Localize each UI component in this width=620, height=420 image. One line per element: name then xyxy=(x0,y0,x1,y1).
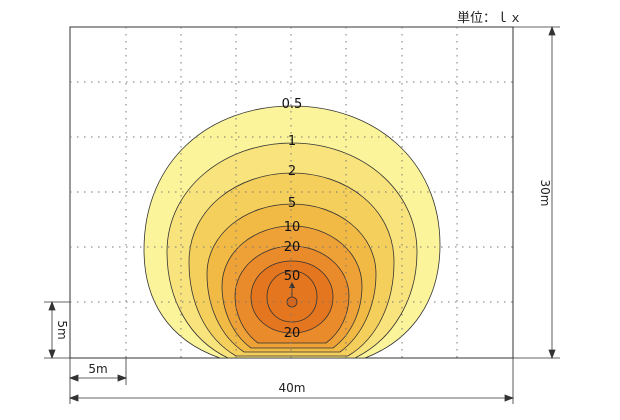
dimension-width-grid xyxy=(68,358,128,404)
contour-labels: 0.5 1 2 5 10 20 50 20 xyxy=(282,97,303,341)
contour-label-0.5: 0.5 xyxy=(282,97,303,112)
unit-label: 単位：ｌｘ xyxy=(457,10,522,26)
contour-label-20-lower: 20 xyxy=(284,326,301,341)
contour-areas xyxy=(143,105,441,359)
dimension-width-total-label: 40m xyxy=(279,381,306,395)
contour-label-1: 1 xyxy=(288,134,296,149)
contour-label-5: 5 xyxy=(288,196,296,211)
contour-label-50: 50 xyxy=(284,269,301,284)
dimension-height-total xyxy=(513,25,560,360)
dimension-width-grid-label: 5m xyxy=(88,362,107,376)
dimension-width-total xyxy=(68,358,515,404)
dimension-height-total-label: 30m xyxy=(538,180,552,207)
dimension-height-grid-label: 5m xyxy=(55,320,69,339)
contour-label-2: 2 xyxy=(288,164,296,179)
contour-label-20-upper: 20 xyxy=(284,240,301,255)
dimension-height-grid xyxy=(44,300,70,360)
contour-label-10: 10 xyxy=(284,220,301,235)
